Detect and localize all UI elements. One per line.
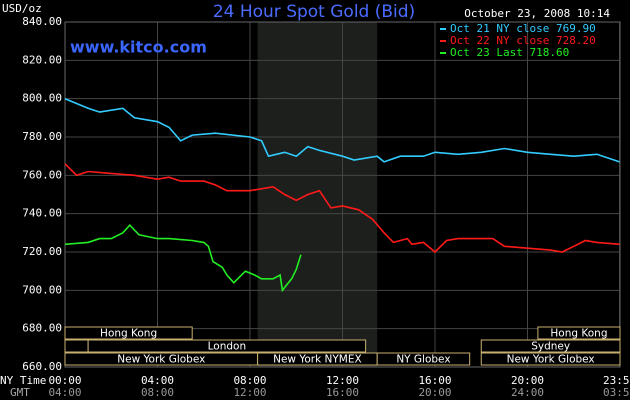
- session-box: [87, 339, 367, 353]
- session-label: New York Globex: [117, 354, 205, 366]
- x-tick-label: 00:00: [48, 374, 81, 387]
- y-tick-label: 700.00: [22, 283, 62, 296]
- session-label: Hong Kong: [550, 328, 607, 340]
- y-tick-label: 800.00: [22, 92, 62, 105]
- chart-title: 24 Hour Spot Gold (Bid): [213, 2, 415, 22]
- x-tick-label: 12:00: [326, 374, 359, 387]
- session-box: [480, 339, 621, 353]
- watermark: www.kitco.com: [70, 38, 207, 57]
- session-box: [537, 326, 621, 340]
- y-tick-label: 660.00: [22, 360, 62, 373]
- x2-tick-label: 03:59: [603, 386, 630, 399]
- series-line: [64, 163, 620, 254]
- y-tick-label: 780.00: [22, 130, 62, 143]
- legend-label: Oct 22 NY close 728.20: [450, 34, 596, 47]
- session-label: London: [208, 341, 247, 353]
- y-axis-label: USD/oz: [2, 2, 42, 15]
- chart-subtitle: October 23, 2008 10:14: [464, 7, 610, 20]
- session-label: New York NYMEX: [273, 354, 362, 366]
- x-tick-label: 23:59: [603, 374, 630, 387]
- series-line: [64, 97, 620, 163]
- x2-axis-label: GMT: [10, 386, 30, 399]
- x-axis-label: NY Time: [0, 374, 46, 387]
- x2-tick-label: 08:00: [141, 386, 174, 399]
- x2-tick-label: 20:00: [418, 386, 451, 399]
- session-box: [480, 352, 621, 366]
- x-tick-label: 20:00: [511, 374, 544, 387]
- x2-tick-label: 16:00: [326, 386, 359, 399]
- session-box: [64, 326, 193, 340]
- legend-label: Oct 23 Last 718.60: [450, 46, 569, 59]
- session-label: Hong Kong: [100, 328, 157, 340]
- session-label: Sydney: [531, 341, 570, 353]
- session-box: [64, 339, 89, 353]
- session-box: [376, 352, 471, 366]
- session-label: New York Globex: [507, 354, 595, 366]
- session-label: NY Globex: [396, 354, 450, 366]
- x-tick-label: 04:00: [141, 374, 174, 387]
- y-tick-label: 820.00: [22, 53, 62, 66]
- y-tick-label: 680.00: [22, 322, 62, 335]
- y-tick-label: 840.00: [22, 15, 62, 28]
- x-tick-label: 16:00: [418, 374, 451, 387]
- shaded-region: [257, 22, 378, 367]
- x-tick-label: 08:00: [233, 374, 266, 387]
- x2-tick-label: 12:00: [233, 386, 266, 399]
- plot-border: [64, 21, 621, 368]
- y-tick-label: 760.00: [22, 168, 62, 181]
- y-tick-label: 740.00: [22, 207, 62, 220]
- legend-label: Oct 21 NY close 769.90: [450, 22, 596, 35]
- series-line: [64, 224, 302, 293]
- x2-tick-label: 04:00: [48, 386, 81, 399]
- x2-tick-label: 24:00: [511, 386, 544, 399]
- y-tick-label: 720.00: [22, 245, 62, 258]
